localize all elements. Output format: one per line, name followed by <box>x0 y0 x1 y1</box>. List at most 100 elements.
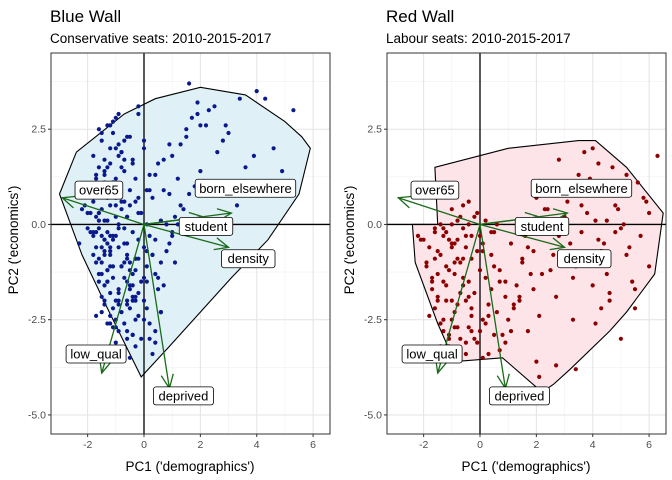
data-point <box>119 150 124 155</box>
data-point <box>449 245 454 250</box>
x-tick-label: 4 <box>590 439 596 451</box>
data-point <box>506 317 511 322</box>
data-point <box>94 230 99 235</box>
data-point <box>136 111 141 117</box>
data-point <box>226 130 231 136</box>
data-point <box>517 294 522 299</box>
data-point <box>102 302 107 307</box>
data-point <box>463 298 468 303</box>
data-point <box>187 191 192 197</box>
data-point <box>517 298 522 303</box>
data-point <box>632 287 638 292</box>
variable-label-student: student <box>178 216 234 236</box>
data-point <box>528 271 533 277</box>
data-point <box>461 256 466 261</box>
data-point <box>113 340 118 345</box>
data-point <box>234 203 240 208</box>
data-point <box>116 302 121 307</box>
data-point <box>136 290 141 296</box>
data-point <box>624 252 629 257</box>
data-point <box>263 96 268 101</box>
data-point <box>537 313 542 318</box>
variable-label-over65: over65 <box>74 180 124 200</box>
data-point <box>150 351 155 357</box>
data-point <box>223 123 228 128</box>
svg-text:low_qual: low_qual <box>70 346 121 361</box>
data-point <box>508 241 514 246</box>
data-point <box>441 226 446 231</box>
data-point <box>607 290 612 296</box>
data-point <box>483 218 488 223</box>
data-point <box>122 241 127 246</box>
data-point <box>158 310 163 315</box>
data-point <box>108 146 113 151</box>
data-point <box>175 176 180 181</box>
svg-text:born_elsewhere: born_elsewhere <box>535 181 628 196</box>
chart-title: Blue Wall <box>50 7 121 26</box>
x-axis-title: PC1 ('demographics') <box>462 459 591 474</box>
data-point <box>463 340 468 345</box>
data-point <box>508 329 514 334</box>
chart-subtitle: Labour seats: 2010-2015-2017 <box>386 31 571 46</box>
data-point <box>539 271 545 277</box>
data-point <box>164 249 169 254</box>
data-point <box>441 329 446 334</box>
data-point <box>105 165 110 170</box>
data-point <box>108 249 113 254</box>
data-point <box>136 195 141 200</box>
data-point <box>127 355 132 360</box>
data-point <box>108 233 113 238</box>
data-point <box>596 237 601 242</box>
variable-label-density: density <box>221 249 276 269</box>
blue-wall-panel: Blue Wall Conservative seats: 2010-2015-… <box>6 7 331 474</box>
data-point <box>613 230 618 235</box>
data-point <box>102 218 107 223</box>
data-point <box>127 287 132 292</box>
data-point <box>503 294 508 299</box>
data-point <box>463 233 468 238</box>
data-point <box>85 226 90 231</box>
data-point <box>99 245 104 250</box>
data-point <box>198 123 203 128</box>
data-point <box>105 268 110 273</box>
data-point <box>125 302 130 307</box>
data-point <box>181 207 186 212</box>
data-point <box>432 226 437 231</box>
x-axis-title: PC1 ('demographics') <box>126 459 255 474</box>
data-point <box>105 218 110 223</box>
data-point <box>438 252 443 257</box>
data-point <box>492 332 497 337</box>
data-point <box>461 203 466 208</box>
data-point <box>170 233 175 238</box>
data-point <box>458 260 463 265</box>
data-point <box>105 230 110 235</box>
loading-arrow-density <box>143 223 231 251</box>
data-point <box>613 203 618 208</box>
data-point <box>141 298 147 303</box>
data-point <box>88 210 93 216</box>
data-point <box>133 176 138 181</box>
data-point <box>105 279 110 284</box>
x-tick-label: 6 <box>310 439 316 451</box>
data-point <box>147 172 152 177</box>
data-point <box>647 264 652 269</box>
data-point <box>175 222 180 227</box>
data-point <box>607 298 612 303</box>
data-point <box>141 317 147 322</box>
data-point <box>203 123 209 128</box>
data-point <box>601 241 607 246</box>
data-point <box>644 199 649 204</box>
data-point <box>291 108 296 113</box>
data-point <box>139 279 144 284</box>
data-point <box>486 313 491 318</box>
chart-subtitle: Conservative seats: 2010-2015-2017 <box>50 31 271 46</box>
data-point <box>452 260 457 265</box>
data-point <box>167 241 172 246</box>
data-point <box>452 241 457 246</box>
data-point <box>461 226 466 231</box>
data-point <box>108 161 113 166</box>
data-point <box>463 245 468 250</box>
y-tick-label: 0.0 <box>367 219 382 231</box>
data-point <box>494 310 499 315</box>
data-point <box>469 329 474 334</box>
